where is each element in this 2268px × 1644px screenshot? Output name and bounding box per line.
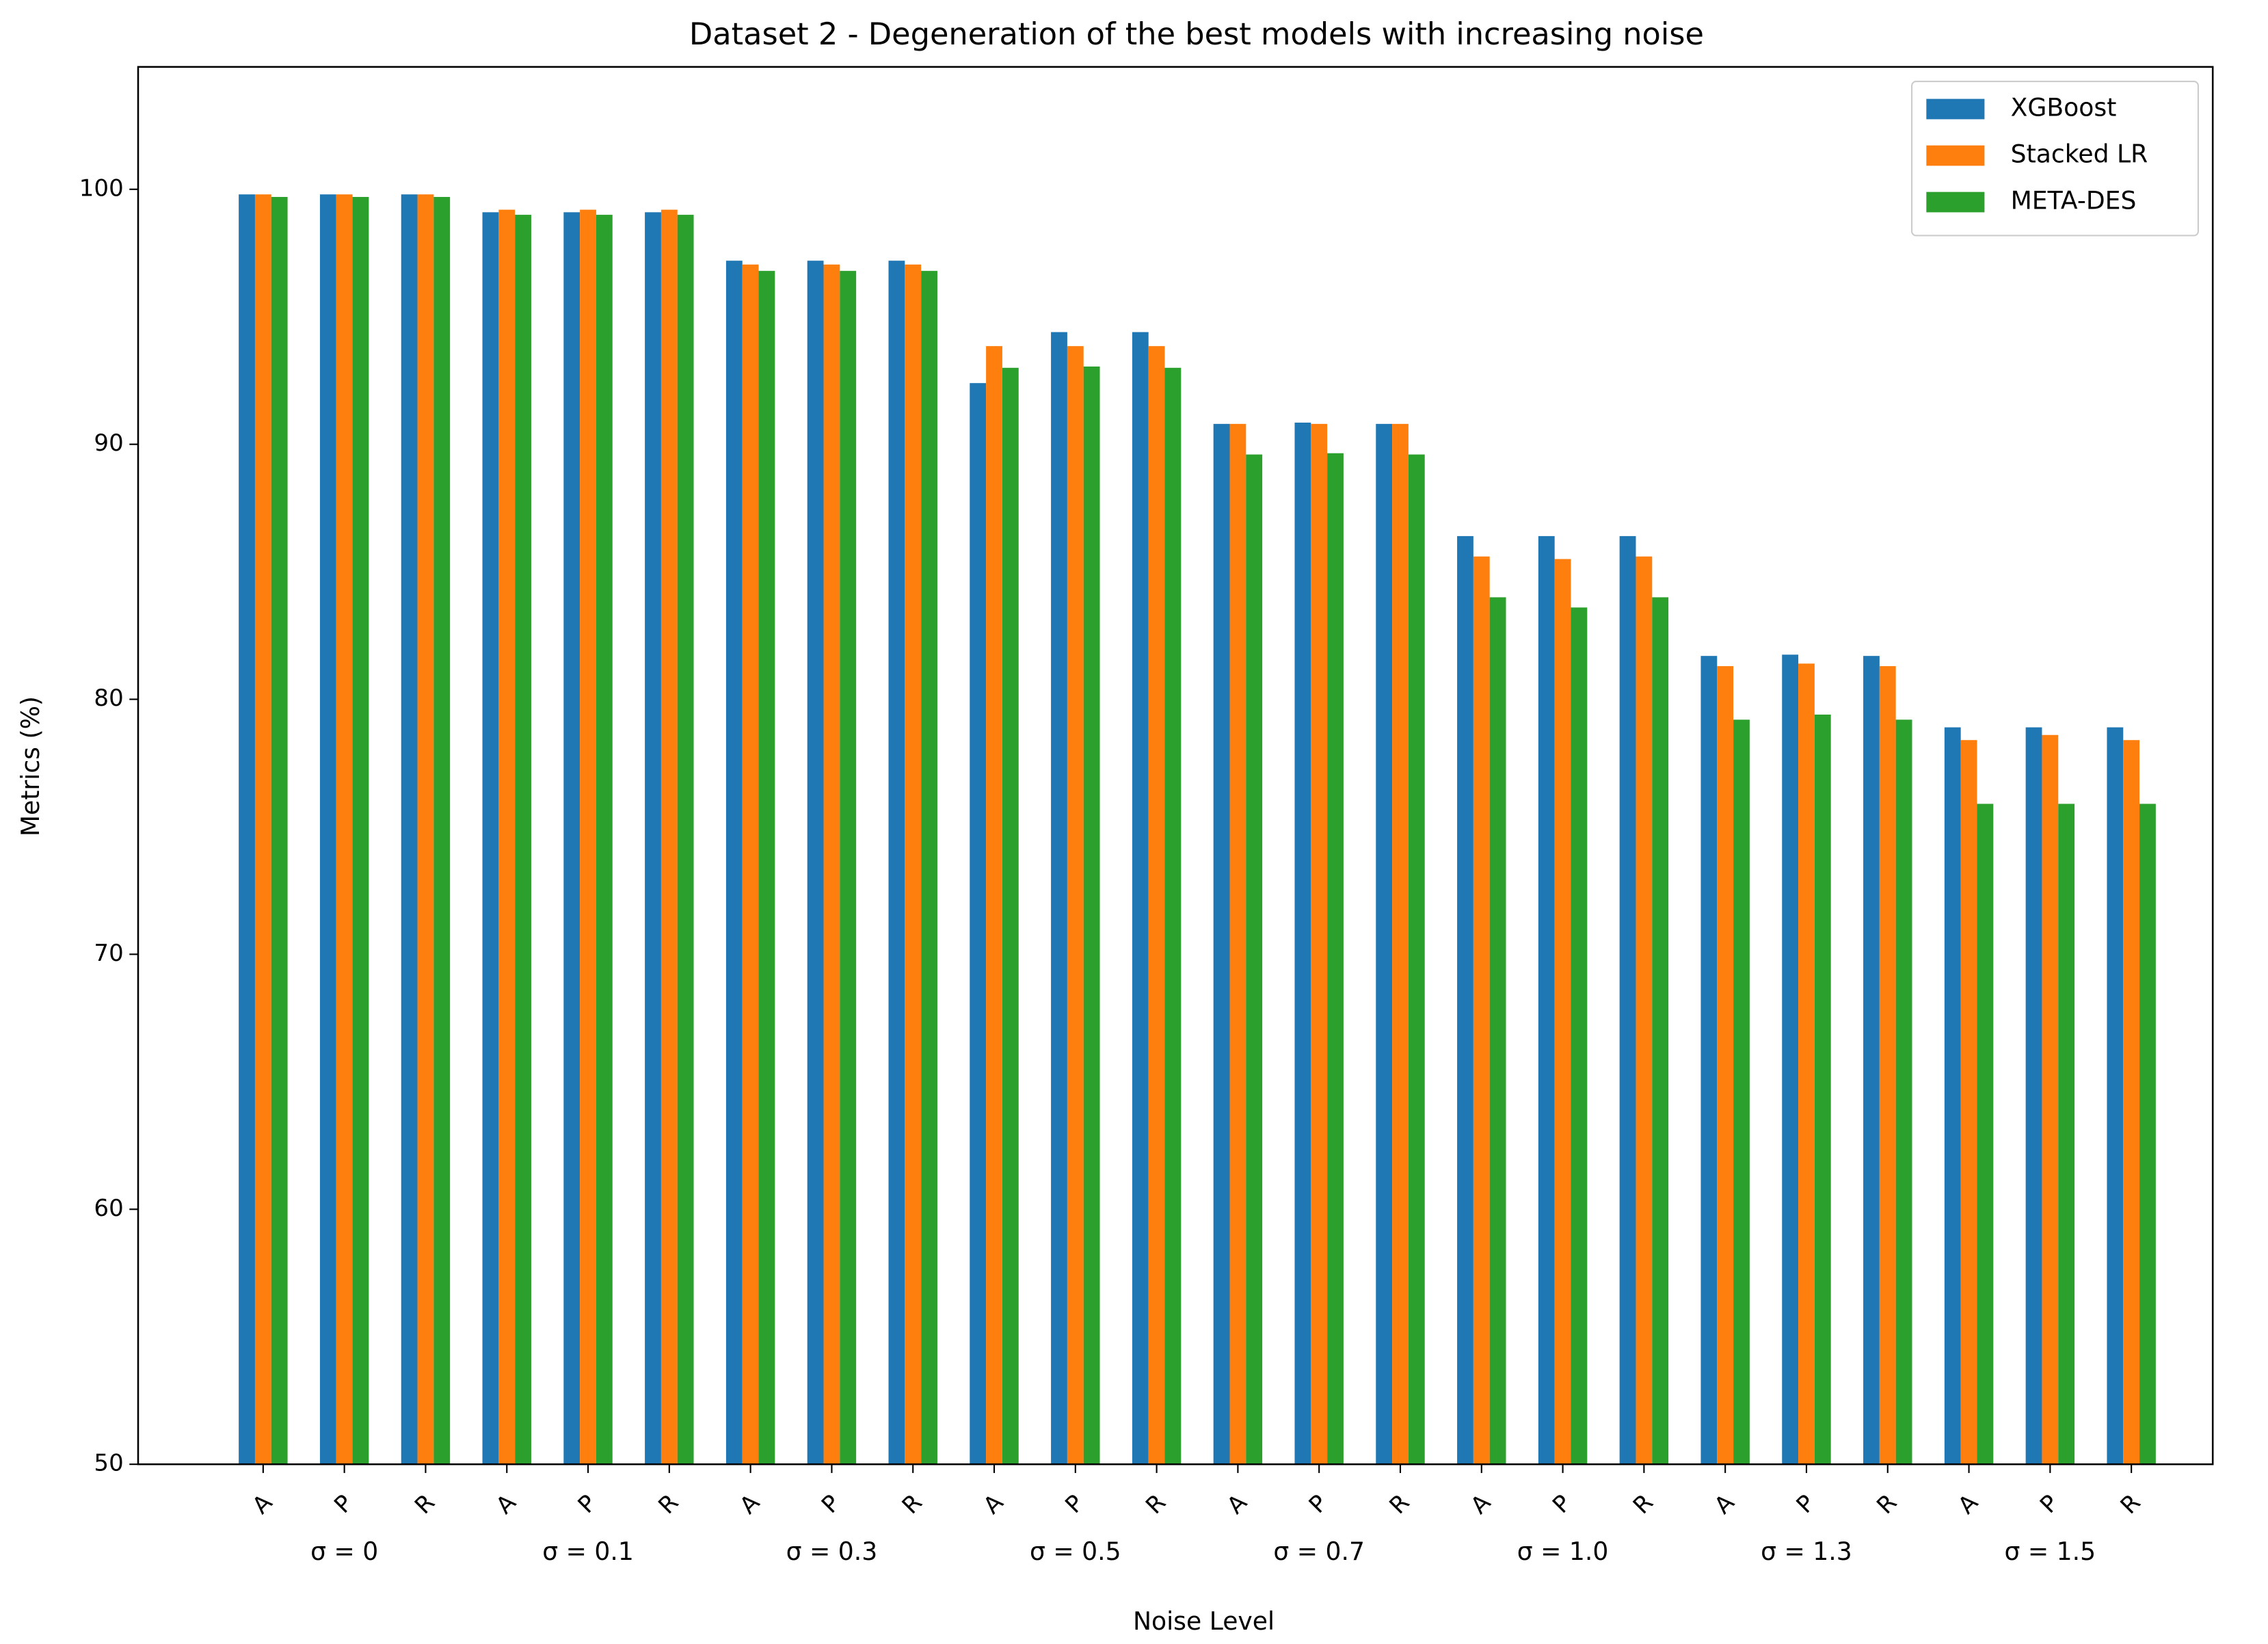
bar xyxy=(433,196,451,1465)
bar xyxy=(580,209,596,1465)
bar xyxy=(1960,740,1977,1465)
bar xyxy=(1376,423,1393,1465)
bar xyxy=(1733,719,1750,1465)
bar xyxy=(1977,804,1994,1465)
y-axis-label: Metrics (%) xyxy=(16,696,45,836)
plot-frame xyxy=(137,66,2214,1466)
bar xyxy=(1392,423,1409,1465)
bar xyxy=(1051,332,1067,1465)
bar xyxy=(742,264,759,1465)
bar xyxy=(1327,453,1344,1465)
bar xyxy=(1717,666,1734,1465)
bar xyxy=(1538,535,1555,1465)
bar xyxy=(498,209,516,1465)
bar xyxy=(1782,654,1799,1465)
bar xyxy=(401,194,418,1465)
group-label: σ = 1.0 xyxy=(1517,1537,1609,1566)
bar xyxy=(725,261,743,1465)
y-tick-label: 70 xyxy=(94,940,123,967)
bar xyxy=(1798,663,1815,1465)
bar xyxy=(2123,740,2140,1465)
group-label: σ = 0.5 xyxy=(1030,1537,1121,1566)
bar xyxy=(758,271,775,1465)
bar xyxy=(1213,423,1230,1465)
bar xyxy=(1246,454,1263,1465)
bar xyxy=(1229,423,1246,1465)
bar xyxy=(1473,556,1490,1465)
bar xyxy=(888,261,905,1465)
bar xyxy=(823,264,840,1465)
bar xyxy=(2058,804,2075,1465)
bar xyxy=(1132,332,1149,1465)
bar xyxy=(2107,727,2124,1465)
bar xyxy=(1895,719,1912,1465)
bar xyxy=(417,194,434,1465)
bar xyxy=(319,194,336,1465)
bar xyxy=(645,212,661,1465)
bar xyxy=(921,271,937,1465)
x-axis-label: Noise Level xyxy=(1133,1606,1275,1636)
legend-swatch xyxy=(1926,145,1985,166)
bar xyxy=(1067,346,1084,1465)
bar xyxy=(807,261,824,1465)
y-tick-label: 100 xyxy=(79,174,124,202)
bar xyxy=(352,196,369,1465)
bar xyxy=(677,215,694,1465)
bar xyxy=(1408,454,1425,1465)
bar xyxy=(336,194,353,1465)
bar xyxy=(515,215,531,1465)
legend-swatch xyxy=(1926,191,1985,213)
bar xyxy=(1879,666,1896,1465)
legend-label: XGBoost xyxy=(2011,92,2117,122)
bar xyxy=(482,212,499,1465)
bar xyxy=(1164,367,1182,1465)
bar xyxy=(2042,734,2059,1465)
bar xyxy=(1457,535,1473,1465)
bar xyxy=(254,194,271,1465)
bar xyxy=(2025,727,2042,1465)
bar xyxy=(1636,556,1653,1465)
group-label: σ = 0.3 xyxy=(786,1537,878,1566)
bar xyxy=(1700,656,1718,1465)
bar xyxy=(970,383,987,1465)
group-label: σ = 1.5 xyxy=(2005,1537,2096,1566)
bar xyxy=(1311,423,1328,1465)
group-label: σ = 1.3 xyxy=(1761,1537,1852,1566)
bar xyxy=(840,271,857,1465)
y-tick-label: 80 xyxy=(94,685,123,712)
bar xyxy=(1863,656,1880,1465)
bar xyxy=(986,346,1002,1465)
legend-label: META-DES xyxy=(2011,186,2137,215)
bar xyxy=(1814,714,1831,1465)
bar xyxy=(1148,346,1165,1465)
bar xyxy=(1619,535,1636,1465)
bar xyxy=(1294,422,1311,1465)
y-tick-label: 90 xyxy=(94,429,123,457)
y-tick-label: 60 xyxy=(94,1195,123,1222)
bar xyxy=(1554,559,1571,1465)
bar xyxy=(905,264,922,1465)
legend-label: Stacked LR xyxy=(2011,140,2148,169)
bar xyxy=(1944,727,1961,1465)
bar xyxy=(563,212,581,1465)
bar xyxy=(2139,804,2156,1465)
bar xyxy=(1083,366,1100,1465)
group-label: σ = 0 xyxy=(310,1537,378,1566)
legend: XGBoost Stacked LR META-DES xyxy=(1910,81,2200,237)
group-label: σ = 0.7 xyxy=(1273,1537,1365,1566)
y-tick-label: 50 xyxy=(94,1450,123,1477)
bar xyxy=(271,196,288,1465)
bar xyxy=(1002,367,1019,1465)
bar xyxy=(1571,607,1588,1465)
chart-title: Dataset 2 - Degeneration of the best mod… xyxy=(689,16,1704,52)
bar xyxy=(1652,597,1669,1465)
group-label: σ = 0.1 xyxy=(542,1537,634,1566)
legend-swatch xyxy=(1926,98,1985,120)
bar xyxy=(661,209,678,1465)
bar xyxy=(239,194,255,1465)
bar xyxy=(596,215,613,1465)
bar xyxy=(1489,597,1506,1465)
